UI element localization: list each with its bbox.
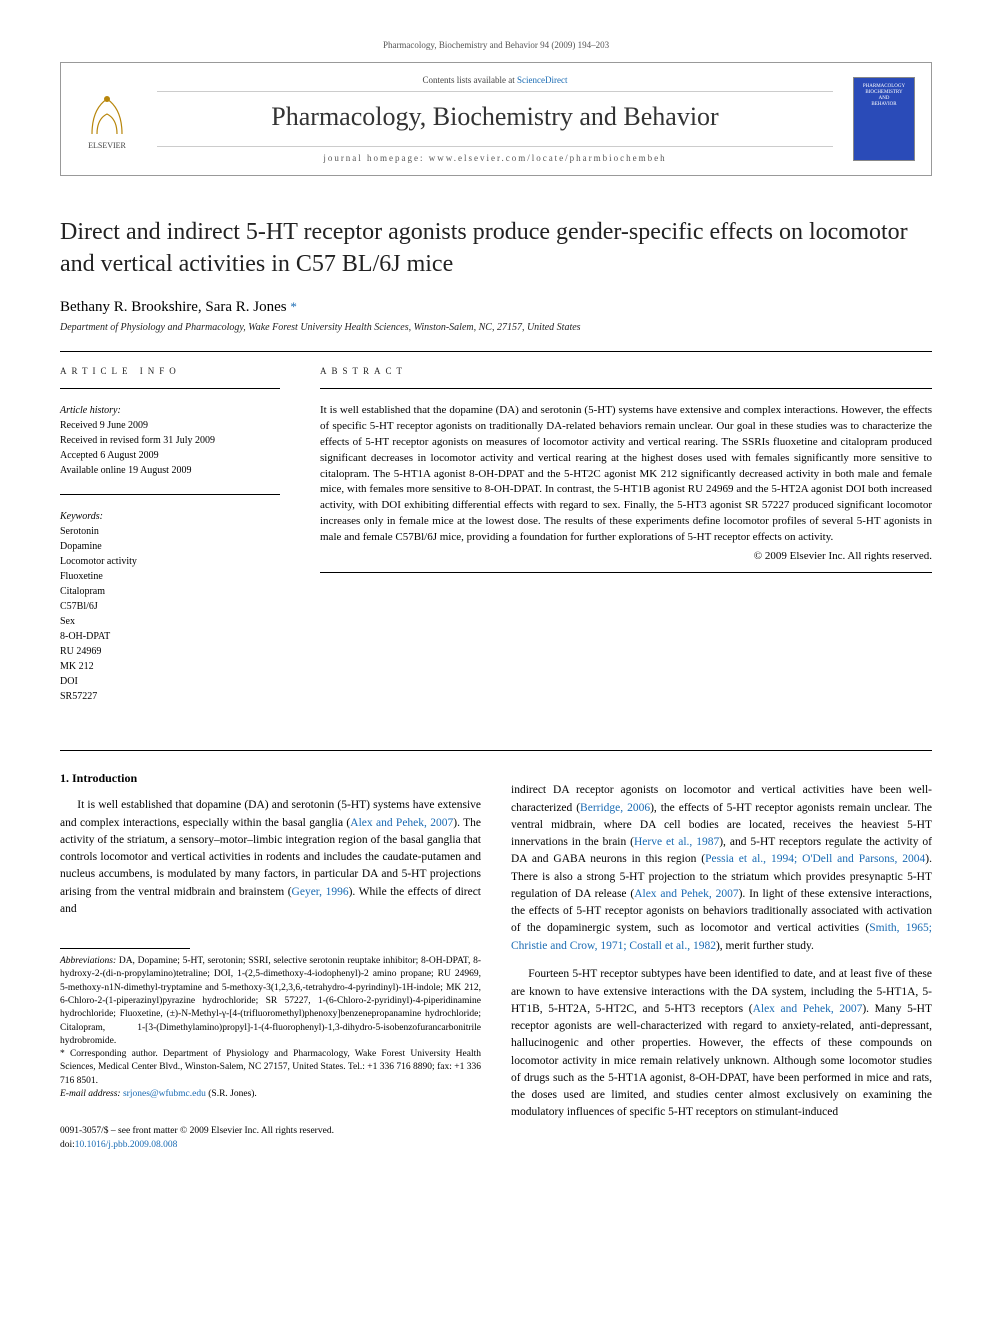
info-rule — [60, 494, 280, 495]
affiliation: Department of Physiology and Pharmacolog… — [60, 322, 932, 333]
body-columns: 1. Introduction It is well established t… — [60, 771, 932, 1152]
intro-paragraph-2: Fourteen 5-HT receptor subtypes have bee… — [511, 966, 932, 1121]
section-rule — [60, 750, 932, 751]
journal-cover-thumbnail: PHARMACOLOGY BIOCHEMISTRY AND BEHAVIOR — [853, 77, 915, 161]
keyword: 8-OH-DPAT — [60, 629, 280, 644]
intro-paragraph: It is well established that dopamine (DA… — [60, 797, 481, 918]
masthead-center: Contents lists available at ScienceDirec… — [157, 75, 833, 163]
keyword: Sex — [60, 614, 280, 629]
abstract-rule — [320, 388, 932, 389]
article-info-heading: ARTICLE INFO — [60, 366, 280, 376]
footnote-rule — [60, 948, 190, 949]
keyword: C57Bl/6J — [60, 599, 280, 614]
keywords-block: Keywords: Serotonin Dopamine Locomotor a… — [60, 509, 280, 704]
abstract-column: ABSTRACT It is well established that the… — [320, 366, 932, 720]
article-title: Direct and indirect 5-HT receptor agonis… — [60, 216, 932, 281]
history-line: Available online 19 August 2009 — [60, 463, 280, 478]
keyword: Dopamine — [60, 539, 280, 554]
abstract-copyright: © 2009 Elsevier Inc. All rights reserved… — [320, 550, 932, 562]
journal-homepage-line: journal homepage: www.elsevier.com/locat… — [157, 146, 833, 163]
corresponding-author-mark: * — [290, 299, 297, 314]
abbrev-text: DA, Dopamine; 5-HT, serotonin; SSRI, sel… — [60, 956, 481, 1046]
body-right-column: indirect DA receptor agonists on locomot… — [511, 771, 932, 1152]
author-names: Bethany R. Brookshire, Sara R. Jones — [60, 299, 290, 315]
journal-name: Pharmacology, Biochemistry and Behavior — [157, 102, 833, 132]
page-footer: 0091-3057/$ – see front matter © 2009 El… — [60, 1125, 481, 1152]
section-rule — [60, 351, 932, 352]
homepage-url[interactable]: www.elsevier.com/locate/pharmbiochembeh — [429, 153, 667, 163]
history-label: Article history: — [60, 403, 280, 418]
keywords-label: Keywords: — [60, 509, 280, 524]
cover-line: BEHAVIOR — [871, 102, 896, 108]
footnotes: Abbreviations: DA, Dopamine; 5-HT, serot… — [60, 955, 481, 1101]
front-matter-line: 0091-3057/$ – see front matter © 2009 El… — [60, 1125, 481, 1138]
history-line: Accepted 6 August 2009 — [60, 448, 280, 463]
abstract-text: It is well established that the dopamine… — [320, 403, 932, 546]
abbreviations-footnote: Abbreviations: DA, Dopamine; 5-HT, serot… — [60, 955, 481, 1048]
corr-label: * Corresponding author. — [60, 1049, 158, 1059]
keyword: DOI — [60, 674, 280, 689]
abstract-heading: ABSTRACT — [320, 366, 932, 376]
contents-list-line: Contents lists available at ScienceDirec… — [157, 75, 833, 92]
article-info-column: ARTICLE INFO Article history: Received 9… — [60, 366, 280, 720]
keyword: Fluoxetine — [60, 569, 280, 584]
corresponding-author-footnote: * Corresponding author. Department of Ph… — [60, 1048, 481, 1088]
intro-paragraph-cont: indirect DA receptor agonists on locomot… — [511, 782, 932, 955]
keyword: MK 212 — [60, 659, 280, 674]
running-header: Pharmacology, Biochemistry and Behavior … — [60, 40, 932, 50]
elsevier-logo: ELSEVIER — [77, 84, 137, 154]
article-history: Article history: Received 9 June 2009 Re… — [60, 403, 280, 478]
homepage-prefix: journal homepage: — [323, 153, 428, 163]
email-footnote: E-mail address: srjones@wfubmc.edu (S.R.… — [60, 1088, 481, 1101]
keyword: SR57227 — [60, 689, 280, 704]
keyword: Citalopram — [60, 584, 280, 599]
keyword: RU 24969 — [60, 644, 280, 659]
email-suffix: (S.R. Jones). — [206, 1089, 257, 1099]
abstract-rule — [320, 572, 932, 573]
body-left-column: 1. Introduction It is well established t… — [60, 771, 481, 1152]
doi-line: doi:10.1016/j.pbb.2009.08.008 — [60, 1139, 481, 1152]
abbrev-label: Abbreviations: — [60, 956, 116, 966]
journal-masthead: ELSEVIER Contents lists available at Sci… — [60, 62, 932, 176]
history-line: Received in revised form 31 July 2009 — [60, 433, 280, 448]
info-rule — [60, 388, 280, 389]
keyword: Locomotor activity — [60, 554, 280, 569]
doi-label: doi: — [60, 1140, 75, 1150]
elsevier-logo-text: ELSEVIER — [88, 141, 126, 150]
email-link[interactable]: srjones@wfubmc.edu — [121, 1089, 206, 1099]
info-abstract-row: ARTICLE INFO Article history: Received 9… — [60, 366, 932, 720]
doi-link[interactable]: 10.1016/j.pbb.2009.08.008 — [75, 1140, 178, 1150]
sciencedirect-link[interactable]: ScienceDirect — [517, 75, 567, 85]
intro-heading: 1. Introduction — [60, 771, 481, 786]
history-line: Received 9 June 2009 — [60, 418, 280, 433]
email-label: E-mail address: — [60, 1089, 121, 1099]
contents-prefix: Contents lists available at — [423, 75, 517, 85]
authors: Bethany R. Brookshire, Sara R. Jones * — [60, 299, 932, 316]
keyword: Serotonin — [60, 524, 280, 539]
